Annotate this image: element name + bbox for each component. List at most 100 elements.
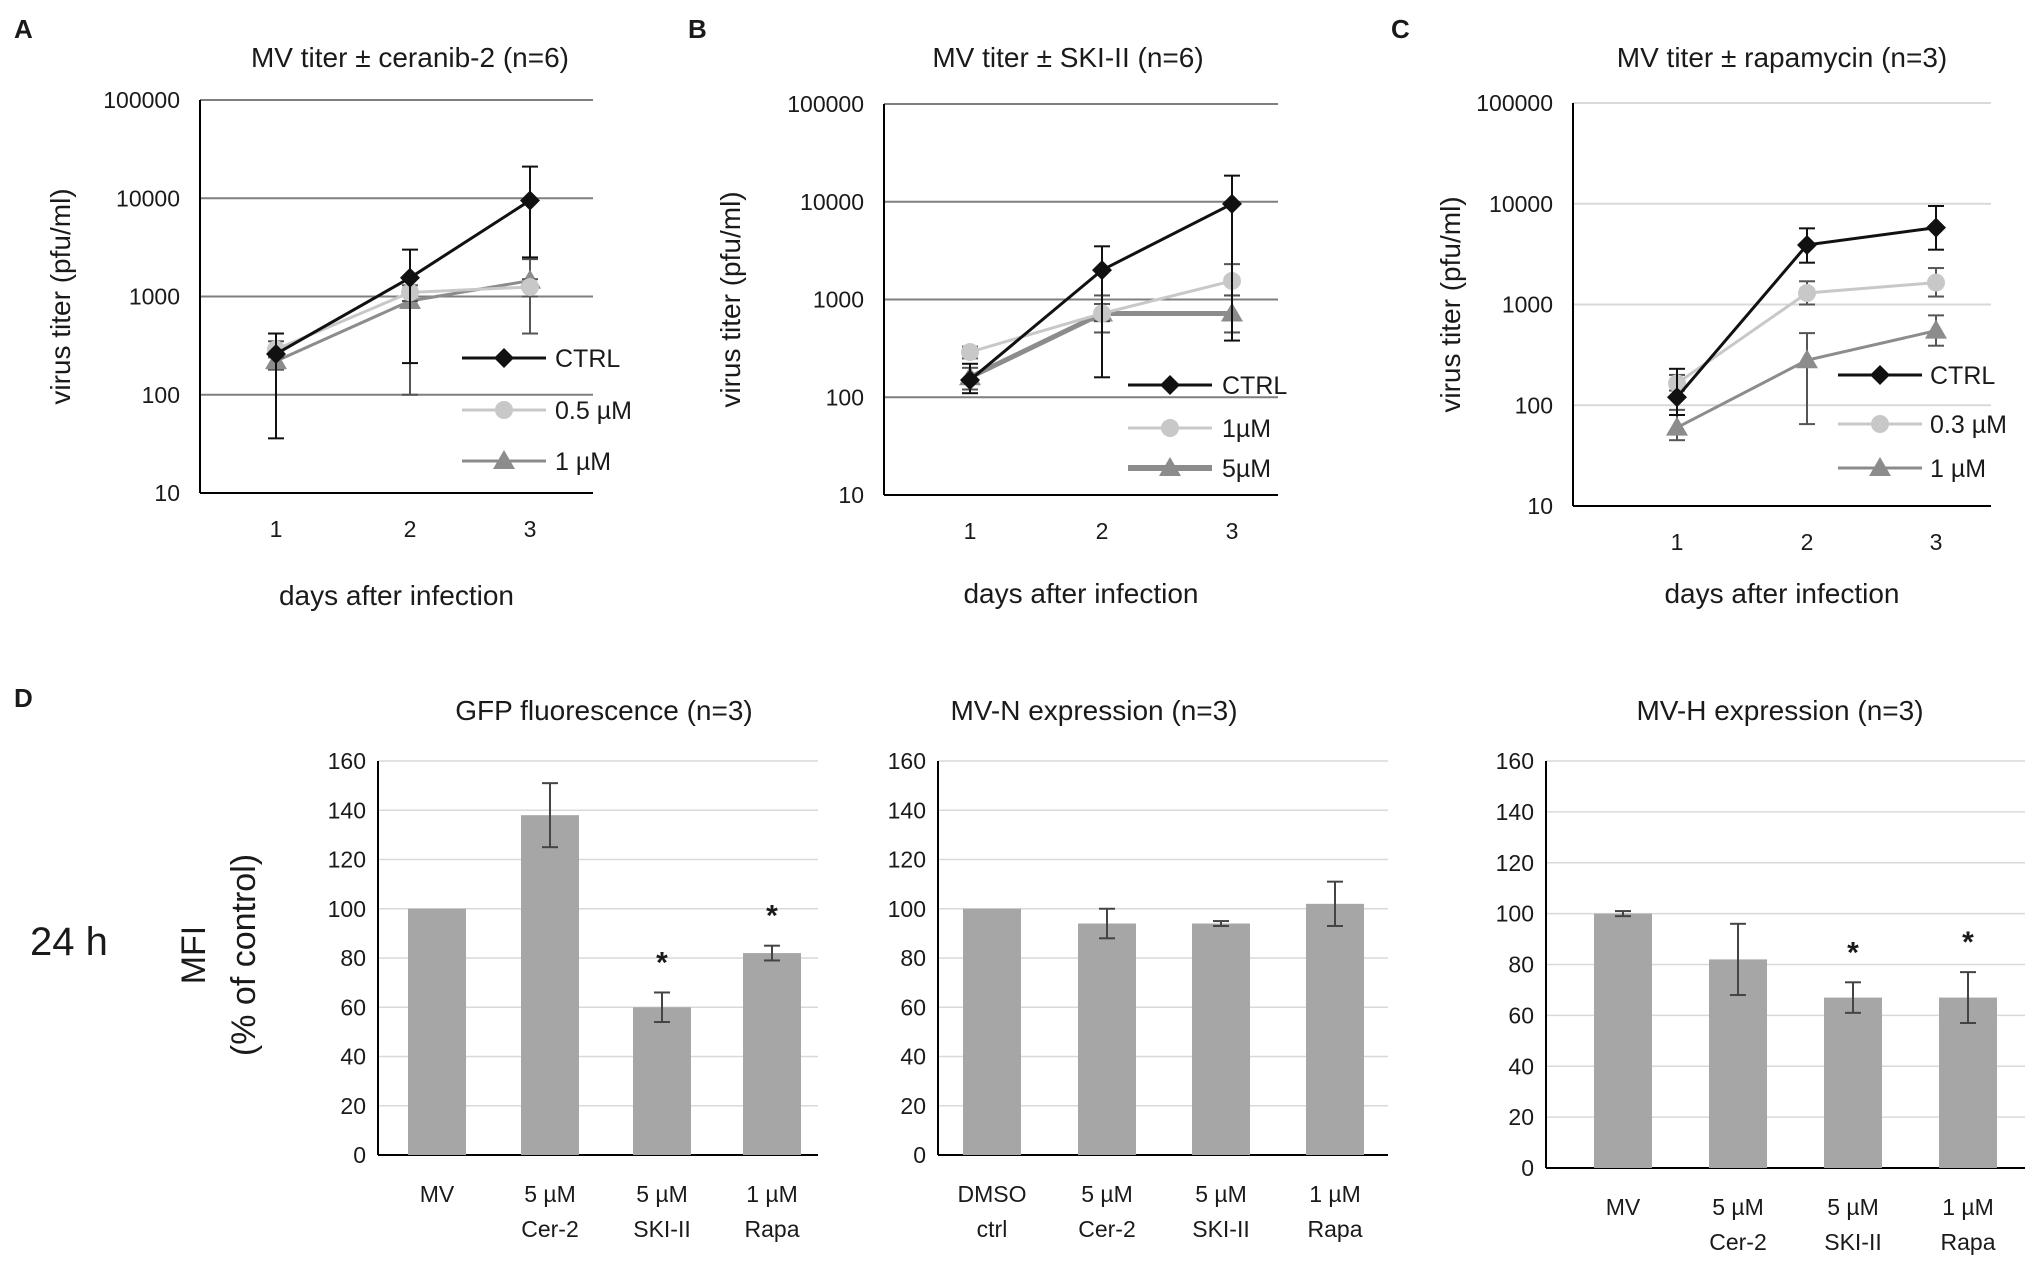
chart-title: MV-N expression (n=3) <box>950 695 1237 726</box>
legend-marker <box>494 348 514 368</box>
y-tick-label: 60 <box>340 994 366 1020</box>
significance-star: * <box>766 900 778 933</box>
legend-marker <box>1869 457 1891 476</box>
x-tick-label: Rapa <box>745 1216 800 1242</box>
y-tick-label: 1000 <box>813 287 864 313</box>
bar-chart-mv-h: 0 20 40 60 80 100 120 140 160 MV-H expression (n=… <box>1496 695 2025 1255</box>
y-tick-label: 40 <box>900 1044 926 1070</box>
y-tick-label: 20 <box>340 1093 366 1119</box>
x-tick-label: 1 µM <box>1309 1181 1361 1207</box>
x-tick-label: 3 <box>1930 529 1943 555</box>
x-tick-label: 5 µM <box>1827 1194 1879 1220</box>
data-point <box>1926 217 1946 238</box>
y-tick-label: 100 <box>142 382 180 408</box>
series-ctrl <box>266 165 540 440</box>
bar <box>521 815 579 1155</box>
data-point <box>266 343 286 364</box>
x-tick-label: 2 <box>1801 529 1814 555</box>
x-tick-label: 5 µM <box>524 1181 576 1207</box>
line-chart-a: 10 100 1000 10000 100000 1 2 3 MV titer ± cerani… <box>45 42 632 611</box>
bar <box>1306 903 1364 1155</box>
y-tick-label: 100000 <box>103 87 180 113</box>
legend-label: 0.5 µM <box>555 397 632 425</box>
legend-label: 1 µM <box>1930 455 1986 483</box>
y-tick-label: 160 <box>888 748 926 774</box>
legend-marker <box>1160 375 1180 395</box>
legend-marker <box>493 450 515 469</box>
data-point <box>1925 319 1947 339</box>
x-tick-label: MV <box>420 1181 455 1207</box>
legend: CTRL 0.5 µM 1 µM <box>462 345 632 476</box>
significance-star: * <box>656 946 668 979</box>
legend-label: CTRL <box>555 345 620 373</box>
x-axis-label: days after infection <box>963 578 1198 609</box>
x-axis-label: days after infection <box>279 580 514 611</box>
legend-label: CTRL <box>1930 362 1995 390</box>
legend-label: 0.3 µM <box>1930 411 2007 439</box>
bar-chart-mv-n: 0 20 40 60 80 100 120 140 160 MV-N expression (n=… <box>888 695 1388 1242</box>
x-tick-label: ctrl <box>977 1216 1008 1242</box>
y-tick-label: 100 <box>328 896 366 922</box>
x-tick-label: 1 µM <box>746 1181 798 1207</box>
bar <box>408 908 466 1155</box>
chart-title: MV titer ± rapamycin (n=3) <box>1617 42 1947 73</box>
y-tick-label: 100 <box>826 384 864 410</box>
x-tick-label: 1 µM <box>1942 1194 1994 1220</box>
x-tick-label: DMSO <box>958 1181 1027 1207</box>
bar <box>1939 997 1997 1168</box>
y-tick-label: 10 <box>838 482 864 508</box>
x-tick-label: SKI-II <box>1192 1216 1250 1242</box>
y-tick-label: 100 <box>1496 901 1534 927</box>
data-point <box>1798 284 1816 303</box>
data-point <box>1092 260 1112 281</box>
legend: CTRL 0.3 µM 1 µM <box>1838 362 2007 483</box>
data-point <box>1796 349 1818 369</box>
y-tick-label: 10000 <box>1489 191 1553 217</box>
x-tick-label: Cer-2 <box>1078 1216 1136 1242</box>
y-tick-label: 20 <box>1508 1104 1534 1130</box>
panel-letter-b: B <box>688 14 707 44</box>
chart-title: MV titer ± SKI-II (n=6) <box>932 42 1203 73</box>
legend-marker <box>1871 415 1889 433</box>
y-axis-label: virus titer (pfu/ml) <box>1435 196 1466 412</box>
y-tick-label: 100000 <box>1476 90 1553 116</box>
y-tick-label: 10000 <box>800 189 864 215</box>
data-point <box>960 370 980 391</box>
y-axis-label: virus titer (pfu/ml) <box>45 188 76 404</box>
bar <box>1824 997 1882 1168</box>
y-tick-label: 10 <box>1527 493 1553 519</box>
y-axis-label: (% of control) <box>225 854 263 1056</box>
line-chart-b: 10 100 1000 10000 100000 1 2 3 MV titer ± SKI-II… <box>715 42 1287 609</box>
data-point <box>1666 416 1688 436</box>
data-point <box>520 190 540 211</box>
y-tick-label: 140 <box>1496 799 1534 825</box>
line-chart-c: 10 100 1000 10000 100000 1 2 3 MV titer ± rapamy… <box>1435 42 2007 609</box>
data-point <box>961 343 979 362</box>
y-tick-label: 100 <box>1515 392 1553 418</box>
bar <box>743 953 801 1155</box>
legend-label: CTRL <box>1222 372 1287 400</box>
x-tick-label: SKI-II <box>633 1216 691 1242</box>
y-tick-label: 140 <box>328 797 366 823</box>
series-ctrl <box>960 174 1242 395</box>
y-tick-label: 10 <box>154 480 180 506</box>
data-point <box>521 277 539 296</box>
bar <box>1594 913 1652 1168</box>
x-tick-label: 3 <box>1226 518 1239 544</box>
y-tick-label: 20 <box>900 1093 926 1119</box>
y-tick-label: 80 <box>1508 952 1534 978</box>
y-tick-label: 100 <box>888 896 926 922</box>
x-tick-label: Cer-2 <box>1709 1229 1767 1255</box>
chart-title: GFP fluorescence (n=3) <box>455 695 753 726</box>
x-tick-label: 5 µM <box>1195 1181 1247 1207</box>
data-point <box>1797 234 1817 255</box>
x-tick-label: 2 <box>404 516 417 542</box>
bar <box>1192 923 1250 1155</box>
y-tick-label: 120 <box>1496 850 1534 876</box>
bar-chart-gfp: 0 20 40 60 80 100 120 140 160 GFP fluorescence (n… <box>175 695 818 1242</box>
y-tick-label: 60 <box>900 994 926 1020</box>
y-tick-label: 60 <box>1508 1002 1534 1028</box>
series-1-m <box>1666 314 1947 442</box>
bar <box>963 908 1021 1155</box>
bar <box>1078 923 1136 1155</box>
